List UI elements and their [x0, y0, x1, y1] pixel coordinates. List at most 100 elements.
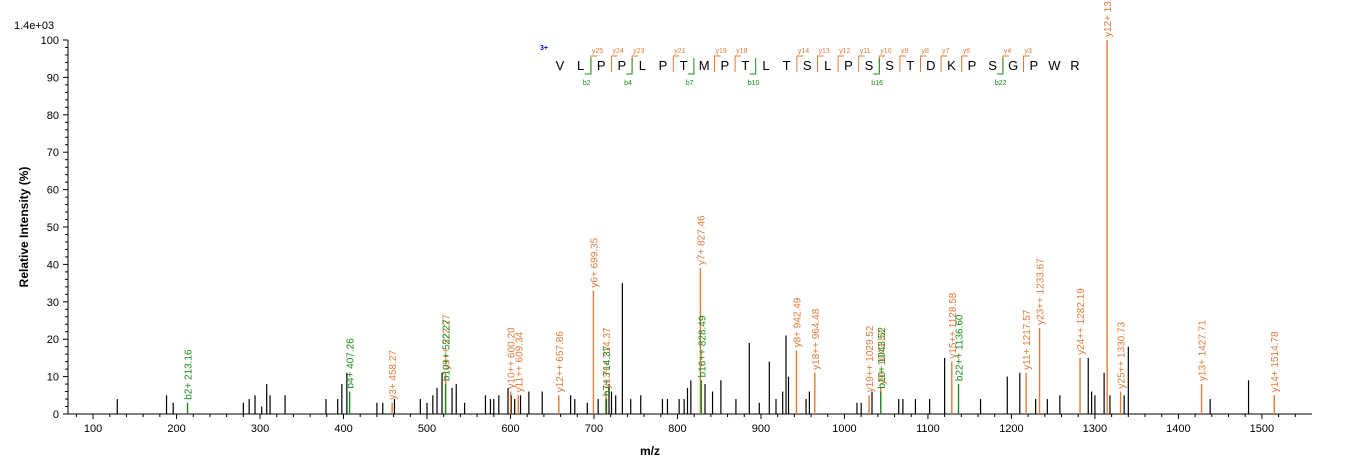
y-ion-mark [837, 55, 845, 72]
y-ion-label: y11++ 609.34 [514, 331, 525, 392]
residue: D [926, 58, 935, 73]
y-ion-label: y9++ 522.27 [442, 314, 453, 370]
residue: L [577, 58, 584, 73]
intensity-scale-label: 1.4e+03 [14, 20, 54, 32]
x-tick-label: 1300 [1083, 423, 1107, 435]
residue: T [680, 58, 688, 73]
y-ion-label: y13+ 1427.71 [1198, 320, 1209, 381]
y-ion-label: y15++ 1128.58 [948, 292, 959, 358]
x-tick-label: 1500 [1250, 423, 1274, 435]
residue: P [968, 58, 977, 73]
x-tick-label: 200 [167, 423, 185, 435]
x-tick-label: 100 [84, 423, 102, 435]
x-tick-label: 1100 [916, 423, 940, 435]
residue: L [639, 58, 646, 73]
peaks [116, 40, 1275, 414]
y-ion-mark [940, 55, 948, 72]
charge-state: 3+ [540, 45, 548, 52]
residue: P [1029, 58, 1038, 73]
y-ion-mark-label: y14 [798, 48, 809, 55]
y-ion-mark [817, 55, 824, 72]
y-ion-mark-label: y3 [1025, 48, 1033, 55]
y-tick-label: 80 [47, 110, 59, 122]
residue: R [1070, 58, 1079, 73]
y-ticks: 0 10 20 30 40 50 60 70 80 90 100 [41, 35, 68, 421]
b-ion-label: b7+ 714.37 [602, 345, 613, 396]
y-ion-mark [734, 55, 742, 72]
x-axis-label: m/z [640, 444, 660, 458]
b-ion-mark [996, 58, 1004, 75]
y-ion-mark [672, 55, 680, 72]
residue: S [865, 58, 874, 73]
y-tick-label: 30 [47, 297, 59, 309]
residue: P [659, 58, 668, 73]
y-ion-mark [961, 55, 968, 72]
y-axis-label: Relative Intensity (%) [17, 167, 31, 288]
b-ion-label: b4+ 407.26 [346, 338, 357, 389]
y-ion-mark [858, 55, 865, 72]
b-ion-label: b2+ 213.16 [184, 349, 195, 400]
y-ion-mark-label: y11 [860, 48, 871, 55]
y-ion-mark-label: y23 [633, 48, 644, 55]
residue: L [824, 58, 831, 73]
b-ion-mark [687, 58, 695, 75]
residue: T [906, 58, 914, 73]
residue: T [741, 58, 749, 73]
y-ion-mark-label: y4 [1004, 48, 1012, 55]
y-ion-label: y13++ 714.37 [602, 327, 613, 389]
y-ion-label: y3+ 458.27 [388, 350, 399, 400]
y-ion-mark-label: y12 [839, 48, 850, 55]
x-tick-label: 1000 [832, 423, 856, 435]
y-ion-mark-label: y25 [592, 48, 603, 55]
x-tick-label: 1200 [999, 423, 1023, 435]
y-ion-label: y11+ 1217.57 [1022, 309, 1033, 370]
y-ion-mark [611, 55, 618, 72]
y-ion-mark-label: y13 [819, 48, 830, 55]
y-ion-label: y14+ 1514.78 [1270, 331, 1281, 392]
y-ion-label: y12++ 657.86 [555, 331, 566, 393]
x-tick-label: 700 [585, 423, 603, 435]
y-ion-mark-label: y18 [736, 48, 747, 55]
b-ion-label: b22++ 1136.60 [955, 314, 966, 381]
y-ion-label: y25++ 1330.73 [1117, 321, 1128, 388]
y-tick-label: 90 [47, 72, 59, 84]
x-tick-label: 800 [668, 423, 686, 435]
y-tick-label: 60 [47, 185, 59, 197]
b-ion-mark-label: b22 [995, 80, 1007, 87]
y-ion-mark-label: y7 [942, 48, 950, 55]
y-ion-label: y6+ 699.35 [589, 237, 600, 287]
residue: V [556, 58, 565, 73]
residue: P [720, 58, 729, 73]
b-ion-mark [749, 58, 757, 75]
y-ion-mark [631, 55, 639, 72]
y-ion-mark-label: y24 [613, 48, 624, 55]
y-tick-label: 50 [47, 222, 59, 234]
y-ion-label: y18++ 964.48 [811, 308, 822, 370]
y-ion-label: y24++ 1282.19 [1076, 288, 1087, 355]
b-ion-mark-label: b4 [624, 80, 632, 87]
y-ion-mark-label: y21 [674, 48, 685, 55]
b-ion-mark [626, 58, 633, 75]
y-ion-mark-label: y19 [716, 48, 727, 55]
y-ion-mark-label: y6 [963, 48, 971, 55]
residue: S [885, 58, 894, 73]
x-tick-label: 300 [251, 423, 269, 435]
y-ion-mark [920, 55, 927, 72]
b-ion-mark-label: b16 [871, 80, 883, 87]
y-ion-mark [714, 55, 721, 72]
y-ion-label: y9+ 1043.52 [877, 329, 888, 385]
y-ion-mark [899, 55, 906, 72]
y-ion-label: y19++ 1029.52 [865, 325, 876, 392]
b-ion-mark [584, 58, 592, 75]
y-tick-label: 0 [53, 409, 59, 421]
x-tick-label: 900 [752, 423, 770, 435]
y-tick-label: 20 [47, 334, 59, 346]
y-ion-mark-label: y9 [901, 48, 909, 55]
residue: G [1008, 58, 1018, 73]
residue: K [947, 58, 956, 73]
x-tick-label: 500 [418, 423, 436, 435]
residue: S [803, 58, 812, 73]
